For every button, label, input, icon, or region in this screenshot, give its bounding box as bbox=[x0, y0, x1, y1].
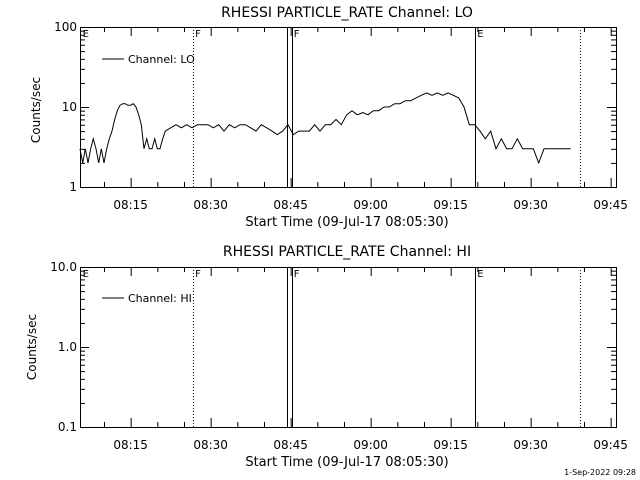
y-tick-label: 1.0 bbox=[58, 340, 77, 354]
legend: Channel: LO bbox=[102, 53, 195, 66]
x-tick-label: 09:30 bbox=[513, 438, 548, 452]
panel-hi-channel: RHESSI PARTICLE_RATE Channel: HI Counts/… bbox=[25, 244, 628, 470]
x-tick-label: 09:15 bbox=[433, 438, 468, 452]
series-line bbox=[79, 92, 571, 165]
legend-label: Channel: HI bbox=[128, 292, 192, 305]
panel-lo-channel: RHESSI PARTICLE_RATE Channel: LO Counts/… bbox=[29, 5, 628, 230]
y-axis-label: Counts/sec bbox=[25, 314, 39, 380]
data-series bbox=[79, 92, 571, 165]
x-tick-label: 09:45 bbox=[593, 198, 628, 212]
region-label: F bbox=[195, 269, 201, 280]
vertical-markers bbox=[193, 267, 581, 427]
region-label: E bbox=[83, 269, 89, 280]
y-tick-label: 0.1 bbox=[58, 420, 77, 434]
footer-timestamp: 1-Sep-2022 09:28 bbox=[564, 468, 636, 477]
legend-label: Channel: LO bbox=[128, 53, 195, 66]
y-tick-label: 10 bbox=[62, 100, 77, 114]
x-tick-label: 08:15 bbox=[113, 198, 148, 212]
x-tick-label: 08:15 bbox=[113, 438, 148, 452]
axis-tick-labels: 1 10 100 08:15 08:30 08:45 09:00 09:15 09:30 09:4… bbox=[54, 20, 628, 212]
x-tick-label: 09:00 bbox=[353, 438, 388, 452]
region-label: E bbox=[477, 29, 483, 40]
x-tick-label: 09:15 bbox=[433, 198, 468, 212]
plot-frame bbox=[80, 27, 617, 188]
region-label: E bbox=[477, 269, 483, 280]
axis-tick-labels: 0.1 1.0 10.0 08:15 08:30 08:45 09:00 09:15 09:30… bbox=[50, 260, 628, 452]
x-tick-label: 08:45 bbox=[273, 438, 308, 452]
x-axis-label: Start Time (09-Jul-17 08:05:30) bbox=[245, 215, 448, 230]
vertical-markers bbox=[193, 27, 581, 187]
x-tick-label: 09:00 bbox=[353, 198, 388, 212]
x-tick-label: 08:45 bbox=[273, 198, 308, 212]
x-tick-label: 08:30 bbox=[193, 438, 228, 452]
y-axis-label: Counts/sec bbox=[29, 77, 43, 143]
x-tick-label: 09:30 bbox=[513, 198, 548, 212]
panel-title: RHESSI PARTICLE_RATE Channel: LO bbox=[221, 5, 473, 21]
y-tick-label: 100 bbox=[54, 20, 77, 34]
region-label: E bbox=[83, 29, 89, 40]
region-label: F bbox=[294, 29, 300, 40]
x-axis-label: Start Time (09-Jul-17 08:05:30) bbox=[245, 455, 448, 470]
x-tick-label: 08:30 bbox=[193, 198, 228, 212]
panel-title: RHESSI PARTICLE_RATE Channel: HI bbox=[223, 244, 471, 260]
y-tick-label: 1 bbox=[69, 180, 77, 194]
x-tick-label: 09:45 bbox=[593, 438, 628, 452]
y-tick-label: 10.0 bbox=[50, 260, 77, 274]
region-label: F bbox=[294, 269, 300, 280]
legend: Channel: HI bbox=[102, 292, 192, 305]
plot-frame bbox=[80, 267, 617, 428]
region-label: F bbox=[195, 29, 201, 40]
